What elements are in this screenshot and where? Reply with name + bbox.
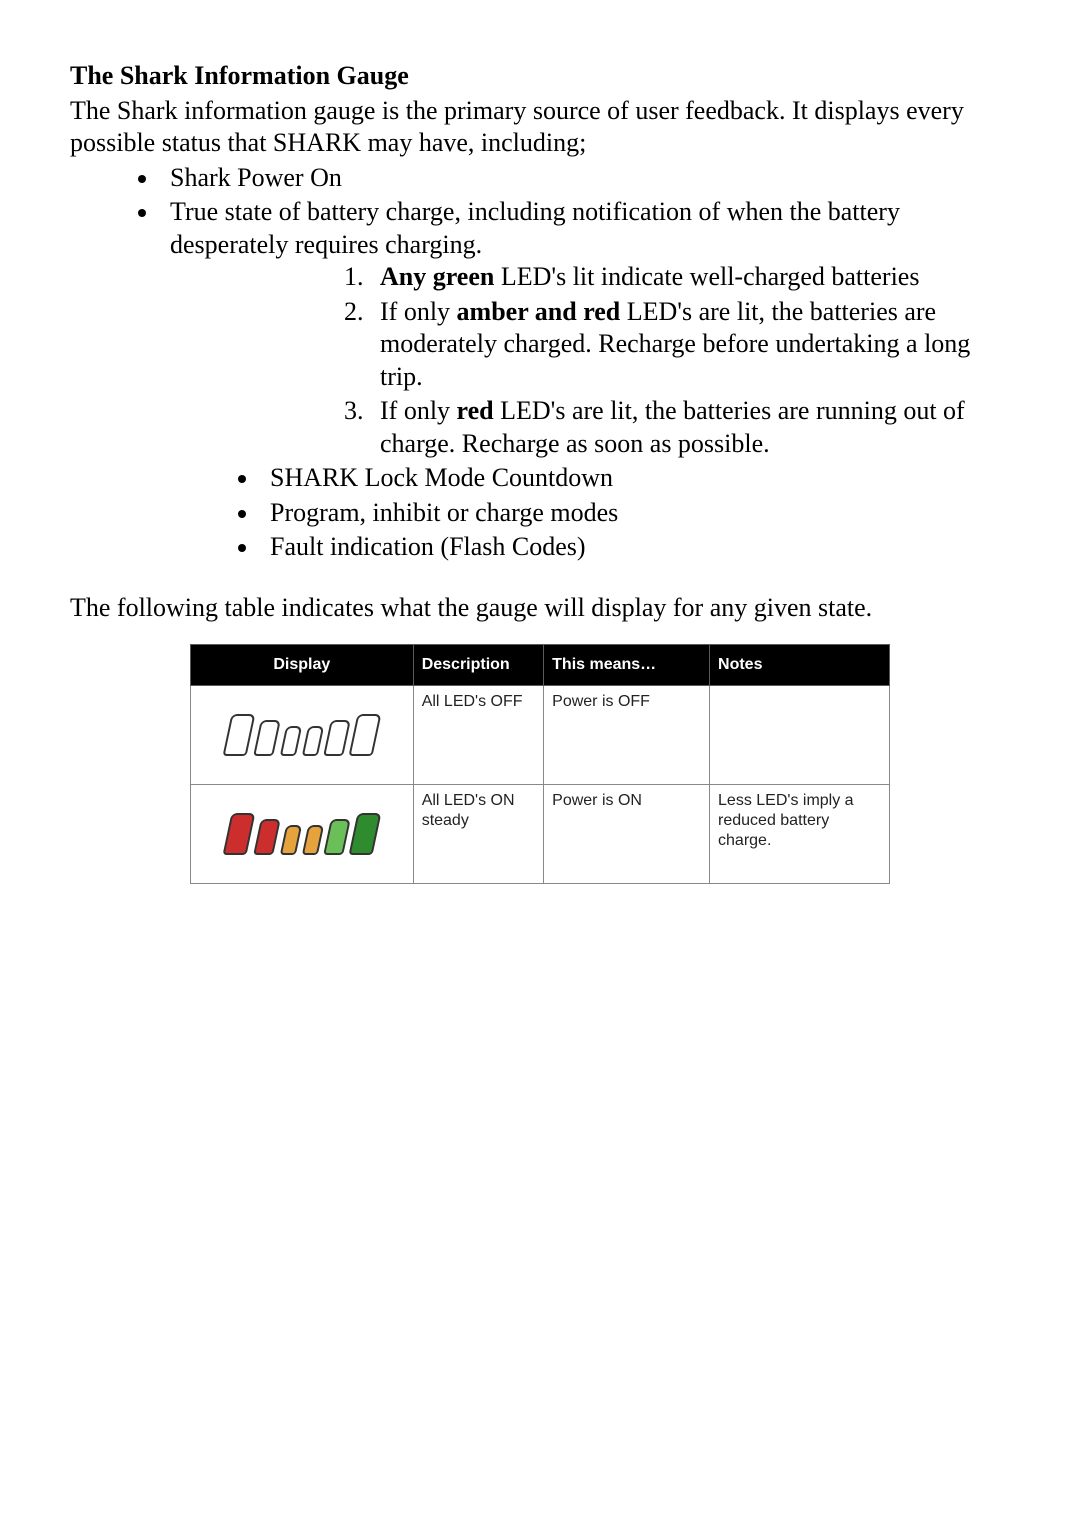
display-cell [191,785,414,884]
led-icon [253,720,281,756]
list-item: If only amber and red LED's are lit, the… [370,296,1010,394]
means-cell: Power is OFF [544,686,710,785]
led-icon [302,726,324,756]
page-title: The Shark Information Gauge [70,60,1010,93]
gauge-table: Display Description This means… Notes Al… [190,644,890,884]
led-icon [253,819,281,855]
list-item: SHARK Lock Mode Countdown [260,462,1010,495]
led-icon [323,819,351,855]
list-item: Any green LED's lit indicate well-charge… [370,261,1010,294]
table-body: All LED's OFFPower is OFFAll LED's ON st… [191,686,890,884]
paragraph: The following table indicates what the g… [70,592,1010,625]
col-means: This means… [544,645,710,686]
bold-span: Any green [380,262,494,291]
bold-span: red [457,396,494,425]
list-item-text: True state of battery charge, including … [170,197,900,259]
led-gauge-icon [199,714,405,756]
text-span: LED's lit indicate well-charged batterie… [494,262,919,291]
led-icon [280,825,302,855]
bullet-list-inner: SHARK Lock Mode Countdown Program, inhib… [170,462,1010,564]
led-icon [302,825,324,855]
means-cell: Power is ON [544,785,710,884]
col-display: Display [191,645,414,686]
led-icon [222,813,255,855]
numbered-list: Any green LED's lit indicate well-charge… [170,261,1010,460]
table-row: All LED's OFFPower is OFF [191,686,890,785]
bold-span: amber and red [457,297,621,326]
list-item: Program, inhibit or charge modes [260,497,1010,530]
notes-cell [710,686,890,785]
text-span: If only [380,297,457,326]
table-header-row: Display Description This means… Notes [191,645,890,686]
led-icon [222,714,255,756]
col-notes: Notes [710,645,890,686]
text-span: If only [380,396,457,425]
list-item: Fault indication (Flash Codes) [260,531,1010,564]
led-icon [323,720,351,756]
display-cell [191,686,414,785]
led-gauge-icon [199,813,405,855]
description-cell: All LED's ON steady [413,785,543,884]
notes-cell: Less LED's imply a reduced battery charg… [710,785,890,884]
list-item: If only red LED's are lit, the batteries… [370,395,1010,460]
description-cell: All LED's OFF [413,686,543,785]
col-description: Description [413,645,543,686]
table-row: All LED's ON steadyPower is ONLess LED's… [191,785,890,884]
list-item: True state of battery charge, including … [160,196,1010,564]
led-icon [280,726,302,756]
led-icon [348,813,381,855]
intro-text: The Shark information gauge is the prima… [70,95,1010,160]
list-item: Shark Power On [160,162,1010,195]
led-icon [348,714,381,756]
bullet-list-top: Shark Power On True state of battery cha… [70,162,1010,564]
